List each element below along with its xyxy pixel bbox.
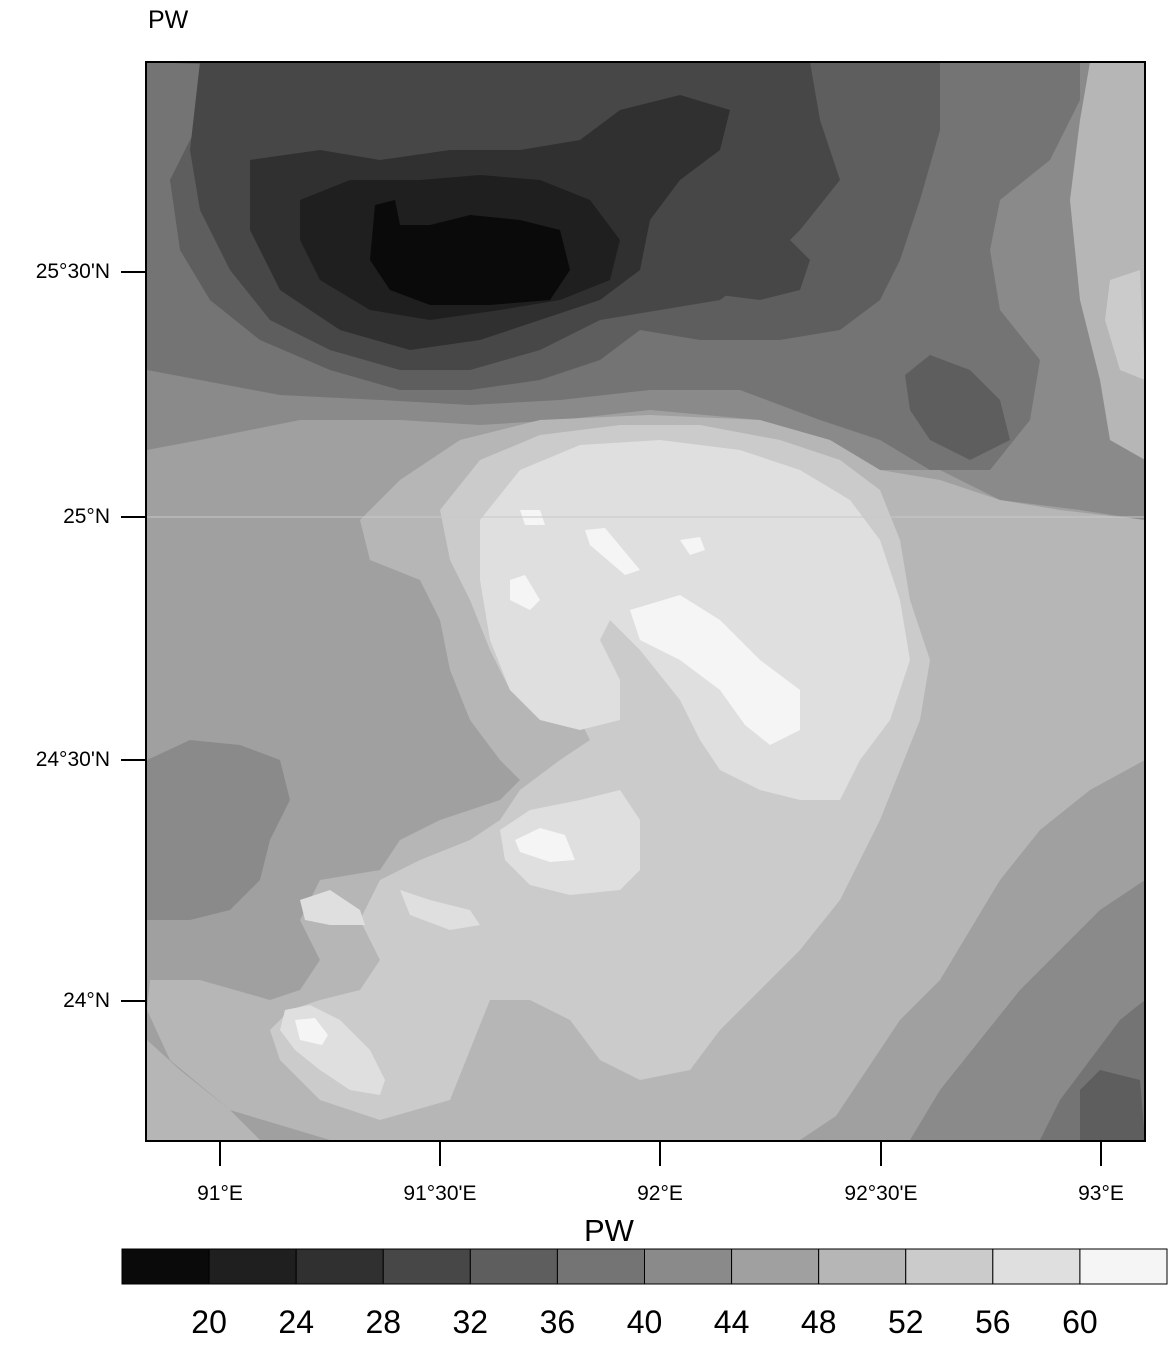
lon-label: 92°30'E (844, 1182, 918, 1205)
plot-frame (145, 61, 1146, 1142)
lat-label: 25°30'N (35, 260, 110, 283)
colorbar-tick-label: 24 (278, 1304, 314, 1340)
contour-field (147, 62, 1145, 1140)
contour-east-light2 (1105, 270, 1145, 380)
contour-sw-max (295, 1018, 328, 1045)
contour-south-max (515, 828, 575, 862)
lon-label: 91°30'E (403, 1182, 477, 1205)
contour-north-core (370, 200, 570, 305)
contour-w-light (300, 890, 365, 925)
colorbar-swatch (818, 1248, 907, 1285)
colorbar-tick-label: 40 (626, 1304, 663, 1340)
contour-max-spot4 (680, 537, 705, 555)
colorbar-swatch (992, 1248, 1081, 1285)
contour-center-max (630, 595, 800, 745)
colorbar-title: PW (584, 1213, 634, 1248)
colorbar-tick-label: 56 (975, 1304, 1011, 1340)
colorbar (121, 1248, 1168, 1285)
colorbar-tick-label: 60 (1062, 1304, 1098, 1340)
contour-south-light (500, 790, 640, 895)
colorbar-tick-label: 36 (539, 1304, 576, 1340)
contour-e-pocket (905, 355, 1010, 460)
contour-w-light2 (400, 890, 480, 930)
contour-max-spot3 (585, 528, 640, 575)
colorbar-swatch (208, 1248, 297, 1285)
colorbar-swatch (295, 1248, 384, 1285)
colorbar-swatch (382, 1248, 471, 1285)
colorbar-swatch (905, 1248, 994, 1285)
colorbar-tick-label: 52 (888, 1304, 924, 1340)
lat-label: 24°30'N (35, 748, 110, 771)
contour-sw-dark (147, 740, 290, 920)
colorbar-swatch (644, 1248, 733, 1285)
lat-label: 25°N (63, 505, 110, 528)
colorbar-tick-label: 20 (191, 1304, 227, 1340)
colorbar-swatch (121, 1248, 210, 1285)
contour-max-spot1 (510, 575, 540, 610)
contour-ne-pocket (710, 230, 810, 300)
colorbar-swatch (731, 1248, 820, 1285)
contour-bottom-left (147, 1040, 260, 1140)
colorbar-swatch (469, 1248, 558, 1285)
lat-label: 24°N (63, 989, 110, 1012)
colorbar-swatch (556, 1248, 645, 1285)
lon-label: 92°E (637, 1182, 683, 1205)
lon-label: 93°E (1078, 1182, 1124, 1205)
lon-label: 91°E (197, 1182, 243, 1205)
colorbar-tick-label: 28 (365, 1304, 402, 1340)
colorbar-tick-label: 32 (452, 1304, 489, 1340)
colorbar-tick-label: 48 (800, 1304, 837, 1340)
colorbar-swatch (1079, 1248, 1168, 1285)
plot-title: PW (148, 6, 189, 34)
contour-se-36 (1080, 1070, 1145, 1140)
colorbar-tick-label: 44 (713, 1304, 750, 1340)
